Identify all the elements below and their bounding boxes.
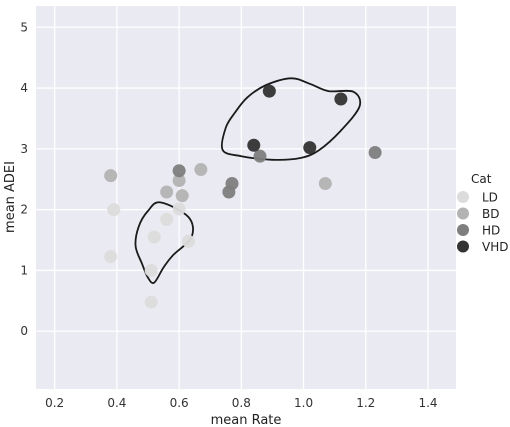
legend-label-hd: HD (482, 224, 500, 238)
density-contour (220, 77, 362, 161)
x-tick-label: 1.2 (356, 396, 375, 410)
y-tick-label: 1 (20, 263, 28, 277)
x-axis-label: mean Rate (211, 413, 282, 427)
data-point-vhd (262, 84, 276, 98)
data-point-bd (104, 169, 118, 183)
data-point-ld (181, 234, 195, 248)
y-ticks: 0 1 2 3 4 5 (20, 20, 28, 338)
data-point-ld (107, 203, 121, 217)
contours (134, 77, 362, 284)
y-tick-label: 4 (20, 81, 28, 95)
x-tick-label: 1.0 (294, 396, 313, 410)
data-point-bd (318, 177, 332, 191)
data-point-ld (144, 295, 158, 309)
legend-label-vhd: VHD (482, 240, 508, 254)
legend-marker-ld (457, 191, 469, 203)
legend-marker-hd (457, 224, 469, 236)
data-point-hd (172, 164, 186, 178)
legend-label-bd: BD (482, 207, 499, 221)
y-tick-label: 3 (20, 142, 28, 156)
legend-label-ld: LD (482, 191, 498, 205)
data-point-ld (144, 263, 158, 277)
points (104, 84, 382, 309)
data-point-vhd (334, 92, 348, 106)
data-point-ld (160, 212, 174, 226)
x-tick-label: 1.4 (418, 396, 437, 410)
x-tick-label: 0.2 (45, 396, 64, 410)
y-tick-label: 0 (20, 324, 28, 338)
data-point-hd (368, 146, 382, 160)
legend-marker-bd (457, 207, 469, 220)
data-point-bd (160, 185, 174, 199)
data-point-bd (194, 163, 208, 177)
data-point-ld (147, 230, 161, 244)
data-point-hd (253, 149, 267, 163)
y-tick-label: 2 (20, 203, 28, 217)
x-tick-label: 0.8 (232, 396, 251, 410)
legend-marker-vhd (457, 240, 469, 253)
y-axis-label: mean ADEI (3, 161, 18, 233)
legend: Cat LD BD HD VHD (457, 172, 508, 254)
data-point-vhd (247, 138, 261, 152)
y-tick-label: 5 (20, 20, 28, 34)
data-point-hd (225, 177, 239, 191)
x-ticks: 0.2 0.4 0.6 0.8 1.0 1.2 1.4 (45, 396, 437, 410)
data-point-ld (104, 249, 118, 263)
x-tick-label: 0.4 (107, 396, 126, 410)
data-point-ld (172, 202, 186, 216)
legend-title: Cat (471, 172, 492, 186)
x-tick-label: 0.6 (170, 396, 189, 410)
plot-background (36, 6, 456, 389)
data-point-vhd (303, 141, 317, 155)
density-contour (134, 201, 194, 284)
data-point-bd (175, 189, 189, 203)
data-point-bd (172, 173, 186, 187)
